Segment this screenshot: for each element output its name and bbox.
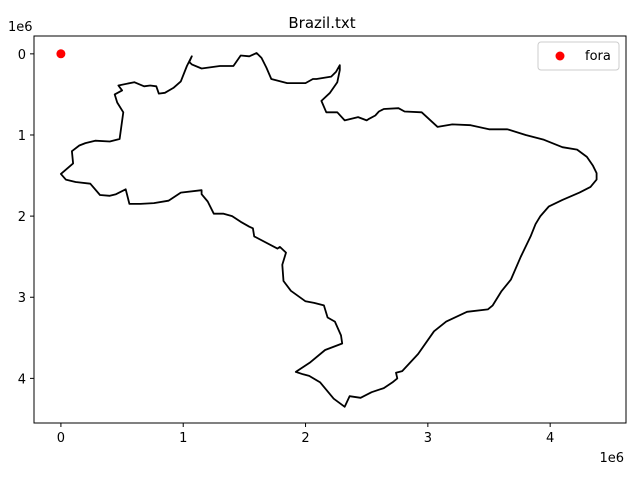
legend-label-fora: fora <box>585 49 611 64</box>
x-tick-label: 1 <box>179 431 187 446</box>
x-offset-label: 1e6 <box>599 451 624 466</box>
y-tick-label: 0 <box>18 48 26 63</box>
x-tick-label: 0 <box>57 431 65 446</box>
legend: fora <box>537 41 620 71</box>
data-point-fora <box>56 49 66 59</box>
x-tick-label: 4 <box>546 431 554 446</box>
x-tick-label: 2 <box>301 431 309 446</box>
legend-marker-fora <box>555 51 565 61</box>
axes-frame <box>33 35 627 424</box>
x-tick-label: 3 <box>424 431 432 446</box>
y-offset-label: 1e6 <box>8 20 33 35</box>
y-tick-label: 2 <box>18 210 26 225</box>
chart-title: Brazil.txt <box>288 14 355 32</box>
y-tick-label: 1 <box>18 129 26 144</box>
plot-area <box>56 49 598 408</box>
brazil-border-line <box>60 52 598 408</box>
axis-ticks: 0 1 2 3 4 0 1 2 3 4 <box>18 48 555 446</box>
legend-box <box>537 41 620 71</box>
y-tick-label: 4 <box>18 372 26 387</box>
y-tick-label: 3 <box>18 291 26 306</box>
